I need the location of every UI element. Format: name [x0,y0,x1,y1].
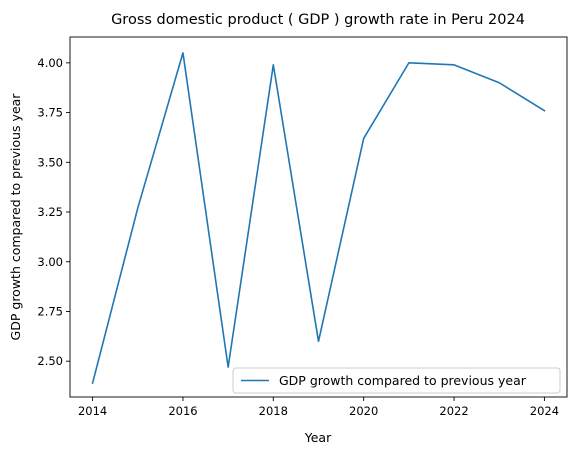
y-tick-label: 3.75 [37,106,63,120]
y-axis-label: GDP growth compared to previous year [8,93,23,341]
series-line-0 [91,52,546,385]
x-tick-label: 2022 [439,404,468,418]
legend-box [232,367,561,394]
y-tick-label: 2.75 [37,304,63,318]
x-tick-label: 2018 [259,404,288,418]
legend-label-0: GDP growth compared to previous year [279,373,527,388]
y-tick-label: 3.00 [37,255,63,269]
y-tick-label: 3.50 [37,155,63,169]
y-tick-label: 2.50 [37,354,63,368]
plot-frame [69,36,568,398]
chart-title: Gross domestic product ( GDP ) growth ra… [111,12,525,28]
x-tick-label: 2020 [349,404,378,418]
x-tick-label: 2024 [530,404,559,418]
y-tick-label: 3.25 [37,205,63,219]
y-tick-label: 4.00 [37,56,63,70]
x-tick-label: 2016 [168,404,197,418]
x-tick-label: 2014 [78,404,107,418]
x-axis-label: Year [304,430,332,445]
legend: GDP growth compared to previous year [232,367,561,394]
